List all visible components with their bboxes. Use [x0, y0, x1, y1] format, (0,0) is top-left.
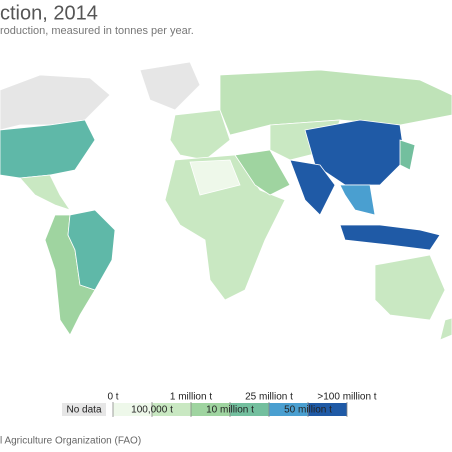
new-zealand [439, 317, 452, 341]
legend-swatch [113, 403, 152, 416]
central-america [19, 174, 71, 211]
greenland [139, 61, 201, 111]
legend-swatch [269, 403, 308, 416]
europe [169, 109, 231, 161]
usa [0, 119, 96, 179]
brazil [67, 209, 116, 291]
india [289, 159, 336, 216]
legend-swatch [191, 403, 230, 416]
source: l Agriculture Organization (FAO) [0, 436, 141, 447]
legend-label: 0 t [107, 392, 118, 403]
middle-east [234, 149, 291, 196]
sahara [189, 159, 241, 196]
title: ction, 2014 [0, 2, 98, 24]
legend: No data 0 t 100,000 t 1 million t 10 million… [62, 392, 377, 417]
japan-korea [399, 139, 416, 171]
legend-label: 10 million t [206, 405, 254, 416]
southeast-asia [339, 184, 376, 216]
world-map [0, 61, 452, 341]
legend-label: >100 million t [317, 392, 376, 403]
legend-label: 100,000 t [131, 405, 173, 416]
legend-label: 25 million t [245, 392, 293, 403]
no-data-label: No data [66, 405, 101, 416]
indonesia [339, 224, 441, 251]
legend-label: 50 million t [284, 405, 332, 416]
legend-swatch [230, 403, 269, 416]
no-data-swatch [62, 403, 106, 416]
legend-swatch [152, 403, 191, 416]
legend-label: 1 million t [170, 392, 212, 403]
subtitle: roduction, measured in tonnes per year. [0, 25, 194, 37]
legend-swatch [308, 403, 347, 416]
canada [0, 74, 111, 131]
australia [374, 254, 446, 321]
